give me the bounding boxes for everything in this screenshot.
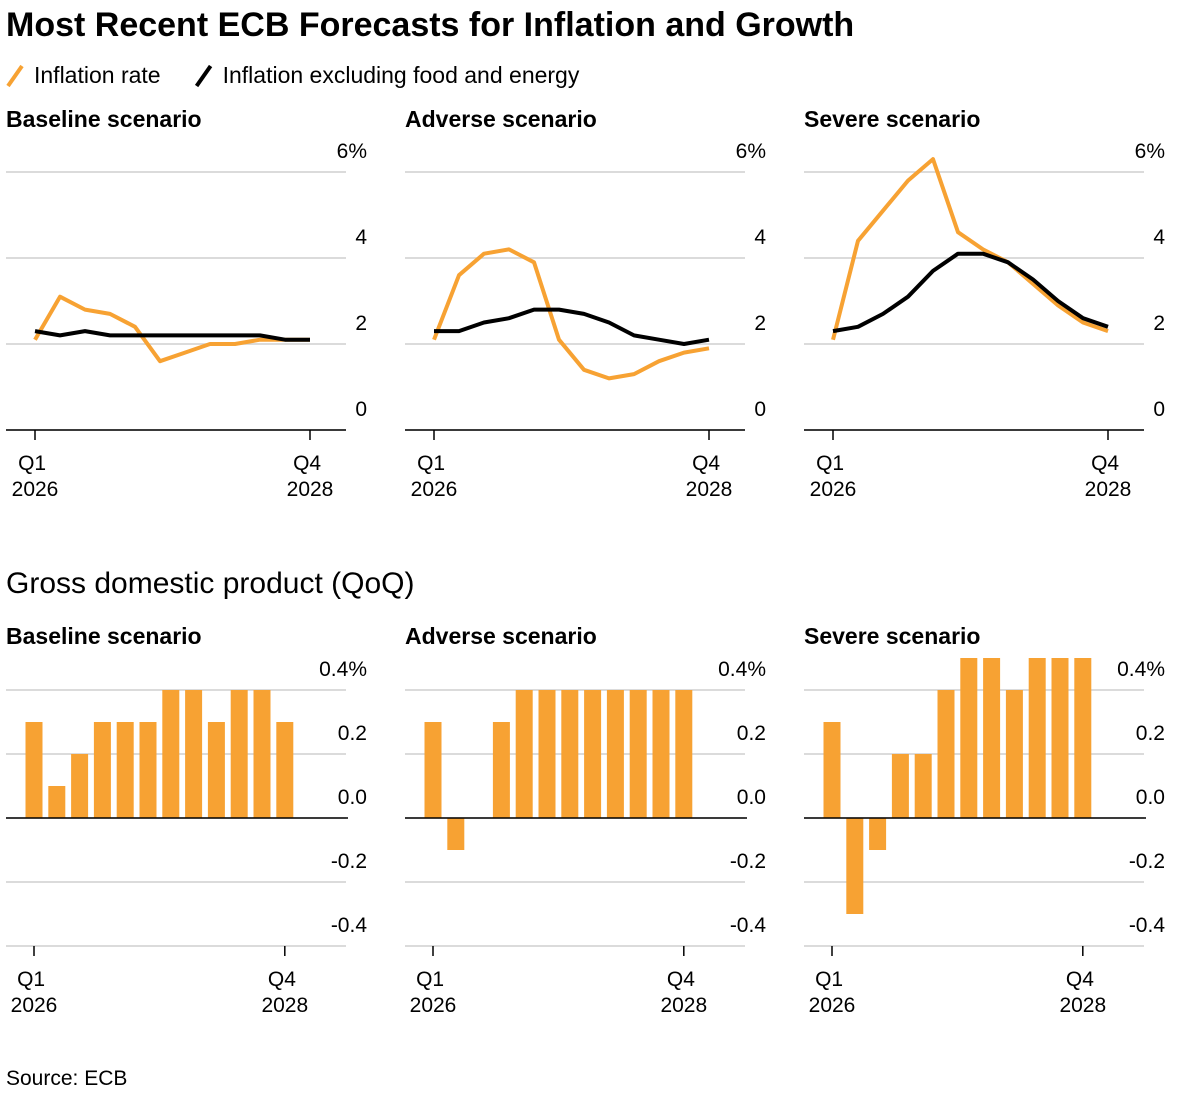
legend-label: Inflation rate bbox=[34, 62, 161, 88]
y-tick-label: 6% bbox=[337, 140, 367, 163]
line-series bbox=[33, 294, 310, 364]
line-series bbox=[432, 247, 710, 381]
y-tick-label: 0.2 bbox=[737, 722, 766, 745]
bar bbox=[230, 690, 248, 818]
bar bbox=[584, 690, 602, 818]
section-title: Gross domestic product (QoQ) bbox=[6, 567, 414, 600]
bar bbox=[515, 690, 533, 818]
panel-title: Baseline scenario bbox=[6, 106, 202, 132]
bar bbox=[1051, 658, 1069, 818]
bar bbox=[162, 690, 180, 818]
bar bbox=[561, 690, 579, 818]
y-tick-label: 0.4% bbox=[319, 658, 367, 681]
line-series bbox=[832, 251, 1109, 334]
bar bbox=[914, 754, 932, 818]
legend-icon bbox=[194, 64, 213, 88]
bar bbox=[869, 818, 887, 850]
bar bbox=[253, 690, 271, 818]
bar bbox=[1028, 658, 1046, 818]
y-tick-label: 4 bbox=[355, 226, 367, 249]
bar bbox=[447, 818, 465, 850]
y-tick-label: 2 bbox=[754, 312, 766, 335]
y-tick-label: 0.0 bbox=[1136, 786, 1165, 809]
bar bbox=[675, 690, 693, 818]
y-tick-label: -0.4 bbox=[331, 914, 368, 937]
y-tick-label: -0.4 bbox=[730, 914, 767, 937]
bar bbox=[823, 722, 841, 818]
legend-icon bbox=[6, 64, 24, 88]
bar bbox=[93, 722, 111, 818]
y-tick-label: 0 bbox=[355, 398, 367, 421]
x-tick-label: Q1 2026 bbox=[12, 452, 59, 501]
bar bbox=[846, 818, 864, 914]
bar bbox=[606, 690, 624, 818]
x-tick-label: Q1 2026 bbox=[411, 452, 458, 501]
y-tick-label: 0 bbox=[1153, 398, 1165, 421]
bar bbox=[891, 754, 909, 818]
x-tick-label: Q1 2026 bbox=[410, 968, 457, 1017]
x-tick-label: Q1 2026 bbox=[11, 968, 58, 1017]
y-tick-label: -0.4 bbox=[1129, 914, 1166, 937]
panel-title: Baseline scenario bbox=[6, 623, 202, 649]
y-tick-label: 4 bbox=[754, 226, 766, 249]
y-tick-label: 0.0 bbox=[737, 786, 766, 809]
bar bbox=[276, 722, 294, 818]
panel-title: Severe scenario bbox=[804, 623, 980, 649]
bar bbox=[116, 722, 134, 818]
y-tick-label: -0.2 bbox=[730, 850, 766, 873]
panel-title: Adverse scenario bbox=[405, 106, 597, 132]
y-tick-label: -0.2 bbox=[1129, 850, 1165, 873]
bar bbox=[185, 690, 203, 818]
line-series bbox=[434, 307, 710, 346]
y-tick-label: -0.2 bbox=[331, 850, 367, 873]
y-tick-label: 2 bbox=[1153, 312, 1165, 335]
bar bbox=[424, 722, 442, 818]
bar bbox=[983, 658, 1001, 818]
bar bbox=[1005, 690, 1023, 818]
chart-title: Most Recent ECB Forecasts for Inflation … bbox=[6, 6, 854, 44]
y-tick-label: 0.2 bbox=[338, 722, 367, 745]
y-tick-label: 0.4% bbox=[1117, 658, 1165, 681]
x-tick-label: Q4 2028 bbox=[1059, 968, 1106, 1017]
y-tick-label: 0 bbox=[754, 398, 766, 421]
source: Source: ECB bbox=[6, 1067, 127, 1090]
bar bbox=[207, 722, 225, 818]
bar bbox=[71, 754, 89, 818]
line-series bbox=[831, 157, 1109, 341]
bar bbox=[652, 690, 670, 818]
y-tick-label: 4 bbox=[1153, 226, 1165, 249]
bar bbox=[937, 690, 955, 818]
y-tick-label: 0.0 bbox=[338, 786, 367, 809]
y-tick-label: 2 bbox=[355, 312, 367, 335]
panel-title: Severe scenario bbox=[804, 106, 980, 132]
y-tick-label: 0.4% bbox=[718, 658, 766, 681]
bar bbox=[538, 690, 556, 818]
x-tick-label: Q4 2028 bbox=[287, 452, 334, 501]
bar bbox=[629, 690, 647, 818]
x-tick-label: Q1 2026 bbox=[810, 452, 857, 501]
y-tick-label: 6% bbox=[1135, 140, 1165, 163]
x-tick-label: Q4 2028 bbox=[660, 968, 707, 1017]
bar bbox=[139, 722, 157, 818]
x-tick-label: Q4 2028 bbox=[261, 968, 308, 1017]
x-tick-label: Q4 2028 bbox=[1085, 452, 1132, 501]
x-tick-label: Q4 2028 bbox=[686, 452, 733, 501]
y-tick-label: 0.2 bbox=[1136, 722, 1165, 745]
bar bbox=[1074, 658, 1092, 818]
line-series bbox=[34, 329, 310, 342]
bar bbox=[960, 658, 978, 818]
y-tick-label: 6% bbox=[736, 140, 766, 163]
bar bbox=[492, 722, 510, 818]
bar bbox=[25, 722, 43, 818]
panel-title: Adverse scenario bbox=[405, 623, 597, 649]
legend-label: Inflation excluding food and energy bbox=[223, 62, 580, 88]
x-tick-label: Q1 2026 bbox=[809, 968, 856, 1017]
bar bbox=[48, 786, 66, 818]
